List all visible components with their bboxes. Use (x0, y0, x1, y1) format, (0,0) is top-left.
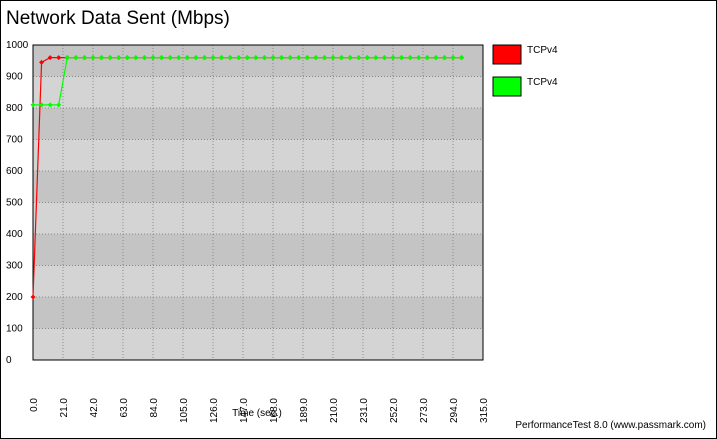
y-tick-label: 700 (6, 135, 23, 146)
data-point (459, 55, 465, 61)
legend-label: TCPv4 (527, 45, 558, 56)
x-tick-label: 168.0 (269, 398, 280, 423)
footer: PerformanceTest 8.0 (www.passmark.com) (515, 420, 706, 431)
data-point (210, 55, 216, 61)
data-point (321, 55, 327, 61)
x-tick-label: 147.0 (239, 398, 250, 423)
data-point (47, 102, 53, 108)
x-tick-label: 231.0 (359, 398, 370, 423)
y-tick-label: 400 (6, 229, 23, 240)
data-point (30, 102, 36, 108)
y-tick-label: 300 (6, 261, 23, 272)
x-tick-label: 252.0 (389, 398, 400, 423)
y-tick-label: 200 (6, 292, 23, 303)
data-point (193, 55, 199, 61)
data-point (159, 55, 165, 61)
y-tick-label: 900 (6, 72, 23, 83)
band (33, 234, 483, 266)
data-point (416, 55, 422, 61)
data-point (124, 55, 130, 61)
x-tick-label: 273.0 (419, 398, 430, 423)
data-point (253, 55, 259, 61)
data-point (364, 55, 370, 61)
data-point (270, 55, 276, 61)
x-tick-label: 294.0 (449, 398, 460, 423)
chart-title: Network Data Sent (Mbps) (6, 8, 230, 29)
y-tick-label: 600 (6, 166, 23, 177)
data-point (287, 55, 293, 61)
data-point (304, 55, 310, 61)
data-point (347, 55, 353, 61)
legend-swatch (492, 76, 522, 97)
data-point (30, 294, 36, 300)
data-point (381, 55, 387, 61)
data-point (279, 55, 285, 61)
data-point (64, 55, 70, 61)
legend-label: TCPv4 (527, 77, 558, 88)
data-point (201, 55, 207, 61)
data-point (150, 55, 156, 61)
data-point (356, 55, 362, 61)
data-point (133, 55, 139, 61)
band (33, 171, 483, 203)
y-tick-label: 100 (6, 324, 23, 335)
data-point (244, 55, 250, 61)
x-tick-label: 84.0 (149, 398, 160, 418)
data-point (56, 102, 62, 108)
x-tick-label: 0.0 (29, 398, 40, 412)
y-tick-label: 800 (6, 103, 23, 114)
legend-swatch (492, 44, 522, 65)
data-point (167, 55, 173, 61)
data-point (313, 55, 319, 61)
data-point (450, 55, 456, 61)
data-point (39, 59, 45, 65)
data-point (399, 55, 405, 61)
data-point (339, 55, 345, 61)
data-point (56, 55, 62, 61)
data-point (73, 55, 79, 61)
data-point (90, 55, 96, 61)
band (33, 45, 483, 77)
x-tick-label: 105.0 (179, 398, 190, 423)
data-point (184, 55, 190, 61)
data-point (390, 55, 396, 61)
data-point (219, 55, 225, 61)
data-point (141, 55, 147, 61)
x-tick-label: 63.0 (119, 398, 130, 418)
data-point (441, 55, 447, 61)
y-tick-label: 0 (6, 355, 12, 366)
data-point (227, 55, 233, 61)
y-tick-label: 1000 (6, 40, 29, 51)
data-point (107, 55, 113, 61)
x-tick-label: 21.0 (59, 398, 70, 418)
data-point (424, 55, 430, 61)
data-point (176, 55, 182, 61)
data-point (116, 55, 122, 61)
data-point (296, 55, 302, 61)
x-tick-label: 126.0 (209, 398, 220, 423)
x-tick-label: 42.0 (89, 398, 100, 418)
data-point (99, 55, 105, 61)
x-tick-label: 210.0 (329, 398, 340, 423)
data-point (236, 55, 242, 61)
band (33, 108, 483, 140)
data-point (39, 102, 45, 108)
plot-border (32, 44, 484, 361)
band (33, 297, 483, 329)
data-point (373, 55, 379, 61)
data-point (407, 55, 413, 61)
data-point (261, 55, 267, 61)
x-tick-label: 315.0 (479, 398, 490, 423)
data-point (47, 55, 53, 61)
data-point (81, 55, 87, 61)
data-point (433, 55, 439, 61)
x-tick-label: 189.0 (299, 398, 310, 423)
y-tick-label: 500 (6, 198, 23, 209)
data-point (330, 55, 336, 61)
x-axis-label: Time (sec.) (232, 408, 282, 419)
